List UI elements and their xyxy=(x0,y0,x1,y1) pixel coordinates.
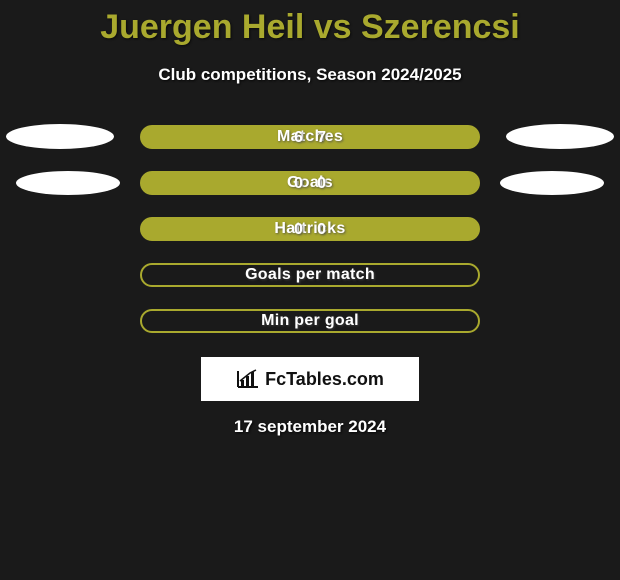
stat-value-left: 6 xyxy=(294,129,303,147)
stat-row-min-per-goal: Min per goal xyxy=(0,309,620,333)
stat-value-left: 0 xyxy=(294,221,303,239)
stat-rows: 6 Matches 7 0 Goals 0 0 Hattricks 0 Goal… xyxy=(0,125,620,333)
subtitle: Club competitions, Season 2024/2025 xyxy=(0,65,620,85)
stat-bar: Min per goal xyxy=(140,309,480,333)
logo-text: FcTables.com xyxy=(265,369,384,390)
logo-box: FcTables.com xyxy=(201,357,419,401)
marker-ellipse-left xyxy=(6,124,114,149)
marker-ellipse-right xyxy=(500,171,604,195)
stat-bar: 0 Goals 0 xyxy=(140,171,480,195)
stat-label: Hattricks xyxy=(274,220,345,238)
stat-label: Matches xyxy=(277,128,343,146)
marker-ellipse-left xyxy=(16,171,120,195)
stat-bar: 6 Matches 7 xyxy=(140,125,480,149)
chart-icon xyxy=(236,369,260,389)
stat-bar: Goals per match xyxy=(140,263,480,287)
stat-value-right: 7 xyxy=(317,129,326,147)
stat-value-right: 0 xyxy=(317,175,326,193)
stat-row-goals: 0 Goals 0 xyxy=(0,171,620,195)
stat-row-goals-per-match: Goals per match xyxy=(0,263,620,287)
stat-bar: 0 Hattricks 0 xyxy=(140,217,480,241)
page-title: Juergen Heil vs Szerencsi xyxy=(0,0,620,47)
marker-ellipse-right xyxy=(506,124,614,149)
date-label: 17 september 2024 xyxy=(0,417,620,437)
stat-label: Min per goal xyxy=(261,312,359,330)
stat-row-matches: 6 Matches 7 xyxy=(0,125,620,149)
stat-value-left: 0 xyxy=(294,175,303,193)
stat-value-right: 0 xyxy=(317,221,326,239)
stat-row-hattricks: 0 Hattricks 0 xyxy=(0,217,620,241)
stat-label: Goals per match xyxy=(245,266,375,284)
